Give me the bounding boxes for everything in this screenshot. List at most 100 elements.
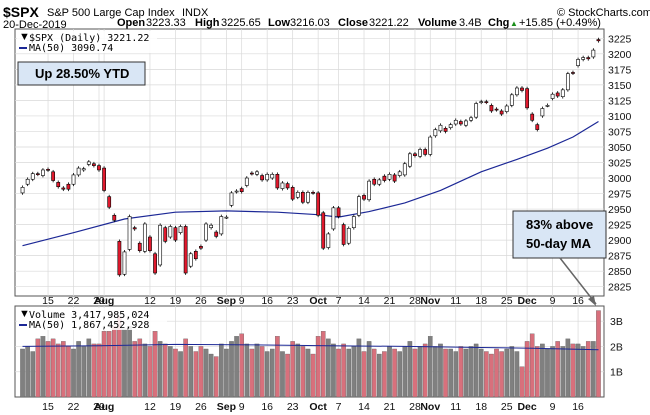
candle-body	[311, 192, 315, 194]
x-tick-label: 25	[501, 295, 513, 307]
volume-bar	[285, 353, 290, 398]
volume-bar	[499, 351, 504, 398]
candle-body	[306, 192, 310, 203]
volume-bar	[356, 338, 362, 398]
volume-bar	[443, 348, 448, 398]
ytd-text: Up 28.50% YTD	[35, 66, 129, 81]
candle-body	[76, 167, 81, 176]
volume-x-tick-label: 15	[42, 401, 54, 413]
candle-body	[234, 190, 239, 193]
volume-x-tick-label: 23	[287, 401, 299, 413]
price-legend: ▼ $SPX (Daily) 3221.22 MA(50) 3090.74	[17, 31, 157, 54]
high-label: High	[195, 17, 220, 29]
x-tick-label: 15	[42, 295, 54, 307]
ma50-line	[22, 120, 599, 247]
volume-bar	[484, 351, 489, 398]
volume-bar	[45, 341, 51, 398]
volume-bar	[25, 346, 30, 398]
price-tick-label: 3075	[608, 126, 632, 138]
volume-x-tick-label: 19	[170, 401, 182, 413]
volume-bar	[341, 343, 346, 398]
date-label: 20-Dec-2019	[3, 19, 67, 31]
volume-ma50-line	[22, 343, 599, 351]
volume-legend: ▼ Volume 3,417,985,024 MA(50) 1,867,452,…	[17, 308, 167, 331]
volume-bar	[468, 346, 474, 398]
volume-bar	[219, 343, 224, 398]
candle-body	[255, 171, 259, 175]
candle-body	[346, 228, 351, 244]
candle-body	[260, 175, 264, 181]
volume-x-tick-label: 22	[68, 401, 80, 413]
candle-body	[479, 101, 484, 103]
candle-body	[20, 187, 25, 194]
copyright: © StockCharts.com	[557, 7, 650, 19]
candle-body	[204, 223, 208, 241]
price-tick-label: 3100	[608, 111, 632, 123]
price-tick-label: 3000	[608, 173, 632, 185]
candle-body	[132, 227, 137, 230]
price-tick-label: 2825	[608, 282, 632, 294]
candle-body	[112, 214, 117, 221]
volume-bar	[61, 341, 66, 398]
volume-bar	[50, 338, 56, 398]
candle-body	[321, 212, 326, 249]
volume-bar	[239, 333, 244, 398]
volume-x-tick-label: 28	[409, 401, 421, 413]
x-tick-label: 9	[550, 295, 556, 307]
candle-body	[265, 173, 270, 181]
volume-bar	[30, 351, 36, 398]
volume-bar	[86, 338, 92, 398]
candle-body	[183, 226, 188, 274]
volume-bar	[591, 341, 596, 398]
candle-body	[66, 183, 71, 190]
volume-x-tick-label: 21	[384, 401, 396, 413]
volume-axis: 1B 2B 3B	[610, 316, 623, 379]
x-tick-label: 14	[358, 295, 370, 307]
ma-note-arrowhead-icon	[588, 296, 596, 306]
volume-bar	[438, 343, 443, 398]
candle-body	[367, 180, 371, 201]
volume-x-tick-label: Dec	[517, 401, 536, 413]
chg-value: +15.85 (+0.49%)	[519, 17, 601, 29]
volume-bar	[331, 343, 336, 398]
volume-bar	[106, 331, 112, 398]
volume-bar	[366, 341, 372, 398]
price-tick-label: 3050	[608, 142, 632, 154]
volume-bar	[433, 346, 438, 398]
volume-bar	[402, 346, 408, 398]
volume-bar	[173, 348, 178, 398]
volume-bar	[371, 348, 377, 398]
candle-body	[280, 182, 285, 189]
candle-body	[555, 92, 560, 97]
volume-bar	[35, 338, 41, 398]
x-tick-label: Dec	[517, 295, 536, 307]
volume-bar	[259, 346, 265, 398]
price-legend-bg	[17, 31, 157, 53]
candle-body	[565, 73, 570, 91]
candle-body	[275, 173, 280, 189]
x-tick-label: 9	[239, 295, 245, 307]
candle-body	[357, 196, 361, 216]
candle-body	[520, 87, 524, 91]
candle-body	[326, 233, 331, 248]
candle-body	[489, 105, 494, 112]
ytd-box	[17, 61, 146, 86]
ohlc-summary: Open 3223.33 High 3225.65 Low 3216.03 Cl…	[117, 17, 601, 29]
price-tick-label: 2875	[608, 251, 632, 263]
volume-bar	[76, 341, 81, 398]
volume-bar	[203, 348, 209, 398]
chg-arrow-icon: ▲	[510, 19, 518, 28]
index-name: S&P 500 Large Cap Index	[47, 7, 175, 19]
volume-x-tick-label: 7	[336, 401, 342, 413]
candle-body	[199, 246, 203, 249]
price-tick-label: 3150	[608, 80, 632, 92]
volume-bar	[555, 341, 560, 398]
candle-body	[127, 216, 132, 250]
x-tick-label: Aug	[94, 295, 114, 307]
candle-body	[51, 171, 56, 181]
candle-body	[453, 119, 458, 125]
ma-annotation: 83% above 50-day MA	[512, 210, 607, 306]
volume-bar	[326, 338, 331, 398]
candle-body	[290, 187, 295, 200]
